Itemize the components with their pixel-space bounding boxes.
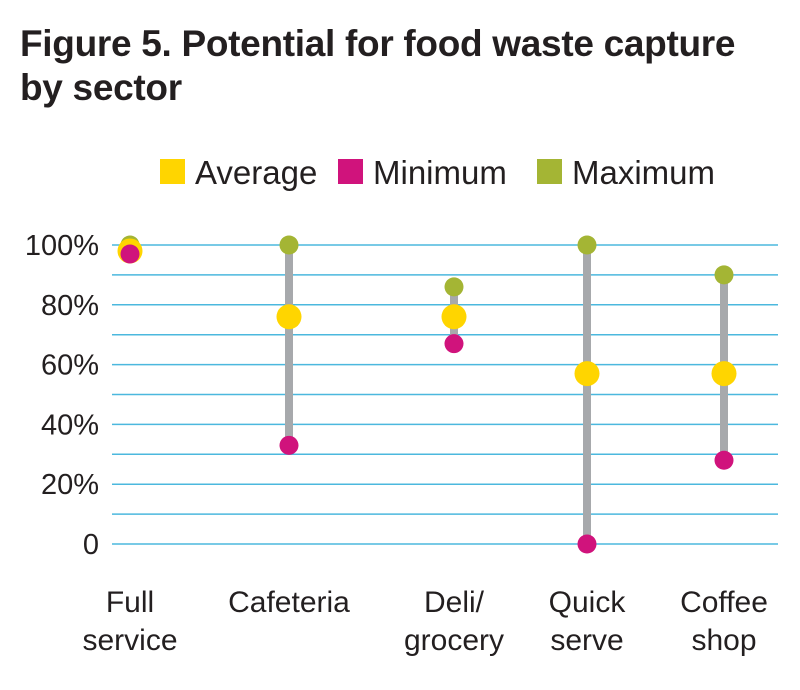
legend-swatch-maximum <box>537 159 562 184</box>
average-point <box>711 361 737 387</box>
minimum-point <box>120 244 140 264</box>
data-points <box>117 235 737 554</box>
legend: Average Minimum Maximum <box>160 154 715 191</box>
chart-title-line-2: by sector <box>20 67 182 108</box>
chart-title-line-1: Figure 5. Potential for food waste captu… <box>20 23 736 64</box>
average-point <box>574 361 600 387</box>
maximum-point <box>714 265 734 285</box>
category-label: Full <box>106 586 154 619</box>
legend-label-minimum: Minimum <box>373 154 507 191</box>
category-label: shop <box>691 624 756 657</box>
chart-title: Figure 5. Potential for food waste captu… <box>20 22 735 110</box>
legend-swatch-minimum <box>338 159 363 184</box>
legend-label-average: Average <box>195 154 317 191</box>
category-label: Cafeteria <box>228 586 350 619</box>
y-tick-label: 20% <box>41 469 99 501</box>
category-label: Deli/ <box>424 586 485 619</box>
y-tick-label: 60% <box>41 350 99 382</box>
minimum-point <box>714 450 734 470</box>
y-tick-label: 0 <box>83 529 99 561</box>
average-point <box>276 304 302 330</box>
maximum-point <box>444 277 464 297</box>
minimum-point <box>279 435 299 455</box>
category-labels: Full service Cafeteria Deli/grocery Quick ser… <box>82 586 767 657</box>
category-label: Coffee <box>680 586 768 619</box>
maximum-point <box>279 235 299 255</box>
minimum-point <box>444 334 464 354</box>
legend-swatch-average <box>160 159 185 184</box>
category-label: service <box>82 624 177 657</box>
maximum-point <box>577 235 597 255</box>
y-axis-ticks: 100% 80% 60% 40% 20% 0 <box>25 230 99 561</box>
category-label: serve <box>550 624 623 657</box>
y-tick-label: 80% <box>41 290 99 322</box>
gridlines <box>112 244 778 545</box>
average-point <box>441 304 467 330</box>
y-tick-label: 100% <box>25 230 99 262</box>
y-tick-label: 40% <box>41 409 99 441</box>
category-label: Quick <box>549 586 627 619</box>
category-label: grocery <box>404 624 504 657</box>
minimum-point <box>577 534 597 554</box>
legend-label-maximum: Maximum <box>572 154 715 191</box>
